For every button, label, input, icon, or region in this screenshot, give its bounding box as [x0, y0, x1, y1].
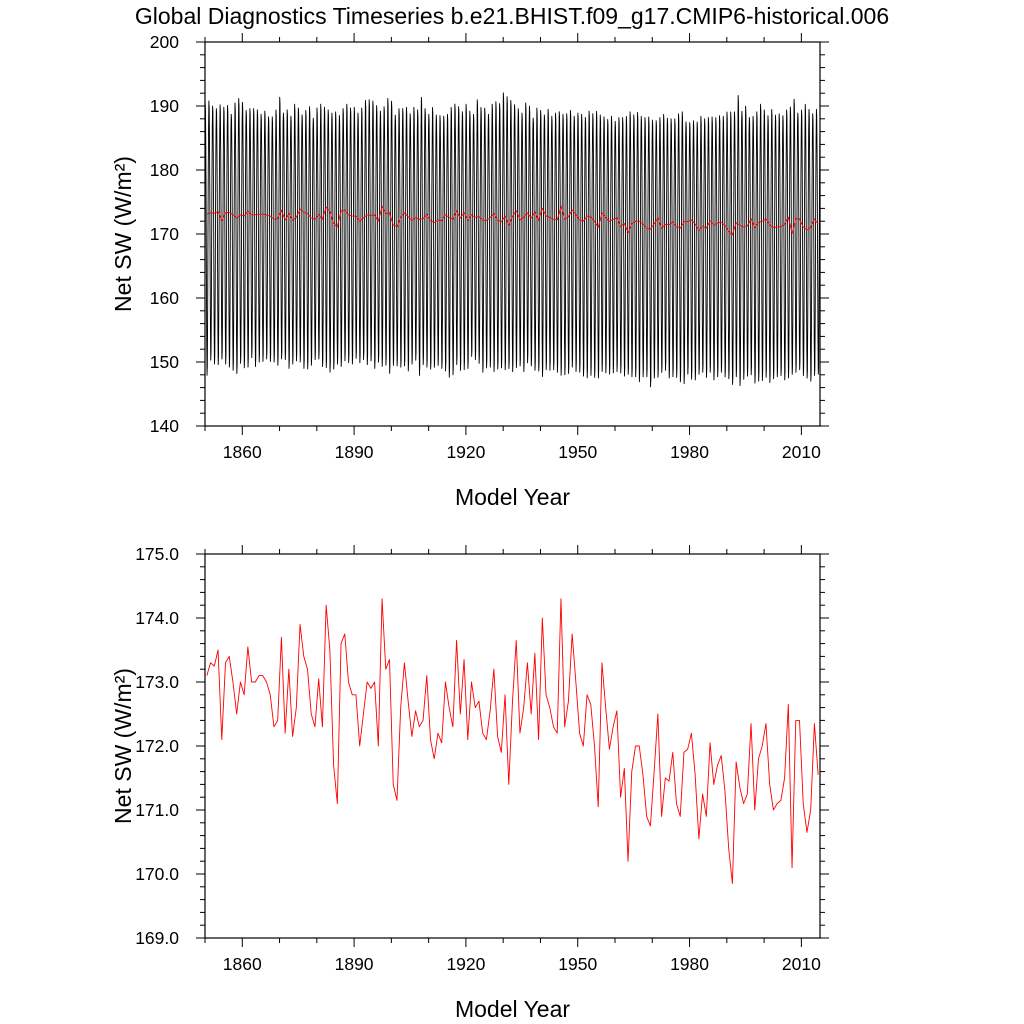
x-tick-label: 1860: [223, 954, 262, 974]
bottom-x-axis-label: Model Year: [455, 996, 570, 1022]
top-panel: 1860 1890 1920 1950 1980 2010 140 150 160 170 180 1…: [110, 32, 829, 510]
figure-title: Global Diagnostics Timeseries b.e21.BHIS…: [135, 3, 889, 29]
bottom-y-axis-label: Net SW (W/m²): [110, 668, 136, 824]
top-x-axis-label: Model Year: [455, 484, 570, 510]
y-tick-label: 200: [150, 32, 179, 52]
x-tick-label: 1920: [446, 954, 485, 974]
y-tick-label: 140: [150, 416, 179, 436]
plot-frame: [204, 553, 821, 939]
y-tick-label: 190: [150, 96, 179, 116]
y-tick-label: 160: [150, 288, 179, 308]
y-tick-label: 170.0: [135, 864, 179, 884]
top-plot-area: [205, 92, 820, 388]
y-tick-label: 174.0: [135, 608, 179, 628]
y-tick-label: 172.0: [135, 736, 179, 756]
annual-series-line: [206, 598, 819, 885]
bottom-axes: 1860 1890 1920 1950 1980 2010 169.0 170.0 171.0 1…: [135, 544, 829, 974]
y-tick-label: 169.0: [135, 928, 179, 948]
y-tick-label: 150: [150, 352, 179, 372]
y-tick-label: 180: [150, 160, 179, 180]
x-tick-label: 1980: [670, 442, 709, 462]
x-tick-label: 1920: [446, 442, 485, 462]
bottom-panel: 1860 1890 1920 1950 1980 2010 169.0 170.0 171.0 1…: [110, 544, 829, 1022]
monthly-series-line: [205, 92, 820, 388]
bottom-plot-area: [206, 598, 819, 885]
x-tick-label: 1860: [223, 442, 262, 462]
x-tick-label: 1950: [558, 954, 597, 974]
top-y-axis-label: Net SW (W/m²): [110, 156, 136, 312]
x-tick-label: 2010: [782, 442, 821, 462]
x-tick-label: 2010: [782, 954, 821, 974]
y-tick-label: 173.0: [135, 672, 179, 692]
x-tick-label: 1980: [670, 954, 709, 974]
y-tick-label: 170: [150, 224, 179, 244]
x-tick-label: 1890: [335, 954, 374, 974]
y-tick-label: 171.0: [135, 800, 179, 820]
annual-series-line: [206, 206, 819, 236]
top-axes: 1860 1890 1920 1950 1980 2010 140 150 160 170 180 1…: [150, 32, 829, 462]
x-tick-label: 1890: [335, 442, 374, 462]
y-tick-label: 175.0: [135, 544, 179, 564]
x-tick-label: 1950: [558, 442, 597, 462]
